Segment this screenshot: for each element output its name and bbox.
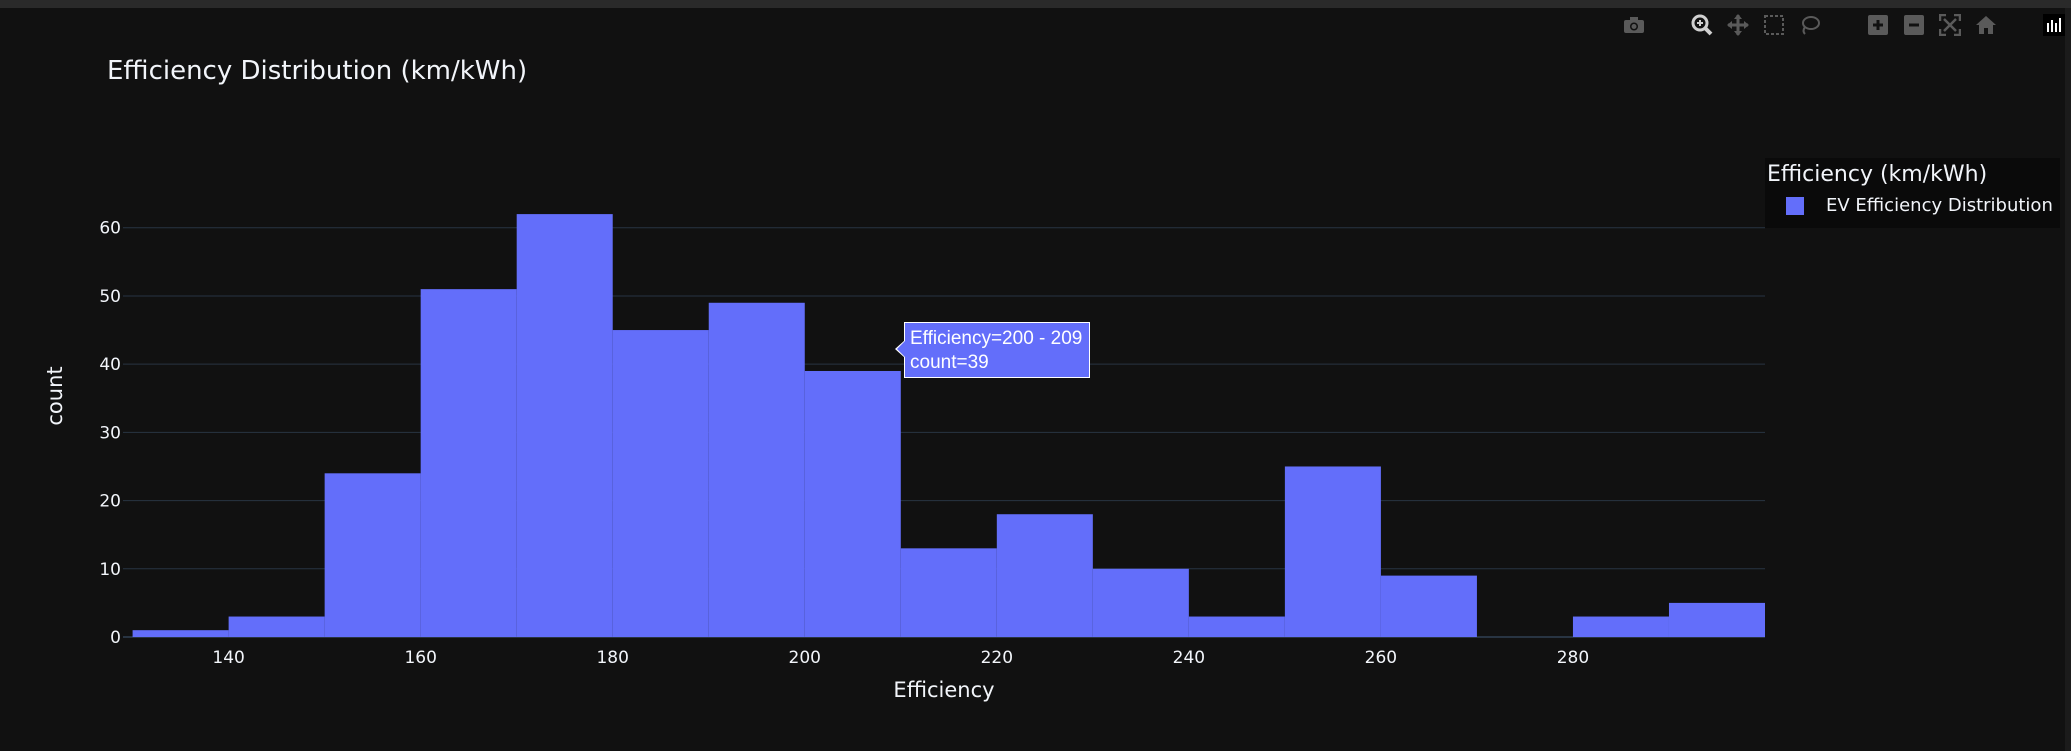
y-tick-label: 60 [99, 219, 121, 239]
y-axis-label: count [43, 366, 67, 425]
x-tick-label: 220 [981, 648, 1013, 668]
pan-icon[interactable] [1725, 12, 1751, 38]
modebar [1621, 12, 2067, 38]
histogram-bar[interactable] [804, 370, 901, 637]
x-tick-label: 140 [212, 648, 244, 668]
histogram-bar[interactable] [708, 302, 805, 637]
x-tick-label: 280 [1557, 648, 1589, 668]
x-tick-label: 260 [1365, 648, 1397, 668]
tooltip-line-range: Efficiency=200 - 209 [910, 328, 1083, 349]
histogram-bar[interactable] [1572, 616, 1669, 637]
plotly-logo-icon[interactable] [2041, 12, 2067, 38]
histogram-bar[interactable] [1668, 602, 1765, 637]
histogram-bar[interactable] [228, 616, 325, 637]
tooltip-line-count: count=39 [910, 352, 989, 373]
histogram-bar[interactable] [132, 630, 229, 637]
chart-title: Efficiency Distribution (km/kWh) [107, 56, 528, 86]
x-tick-label: 180 [596, 648, 628, 668]
histogram-bar[interactable] [420, 289, 517, 637]
x-tick-label: 240 [1173, 648, 1205, 668]
y-tick-label: 20 [99, 492, 121, 512]
histogram-bar[interactable] [1380, 575, 1477, 637]
autoscale-icon[interactable] [1937, 12, 1963, 38]
legend-item-label[interactable]: EV Efficiency Distribution [1826, 195, 2053, 216]
histogram-bar[interactable] [612, 330, 709, 637]
legend [1765, 158, 2060, 228]
y-tick-label: 0 [110, 628, 121, 648]
lasso-select-icon[interactable] [1797, 12, 1823, 38]
histogram-bar[interactable] [516, 214, 613, 637]
histogram-bar[interactable] [324, 473, 421, 637]
zoom-icon[interactable] [1689, 12, 1715, 38]
zoom-in-icon[interactable] [1865, 12, 1891, 38]
histogram-bar[interactable] [996, 514, 1093, 637]
histogram-bar[interactable] [1284, 466, 1381, 637]
x-tick-label: 160 [404, 648, 436, 668]
window-top-border [0, 0, 2071, 8]
x-tick-label: 200 [789, 648, 821, 668]
reset-axes-icon[interactable] [1973, 12, 1999, 38]
histogram-bar[interactable] [1188, 616, 1285, 637]
x-tick-labels: 140 160 180 200 220 240 260 280 [212, 648, 1589, 668]
hover-tooltip: Efficiency=200 - 209 count=39 [904, 322, 1090, 378]
zoom-out-icon[interactable] [1901, 12, 1927, 38]
box-select-icon[interactable] [1761, 12, 1787, 38]
camera-icon[interactable] [1621, 12, 1647, 38]
legend-title: Efficiency (km/kWh) [1767, 162, 1988, 187]
legend-swatch[interactable] [1786, 197, 1804, 215]
y-tick-labels: 0 10 20 30 40 50 60 [99, 219, 121, 648]
window-right-border [2065, 8, 2071, 751]
histogram-bar[interactable] [1092, 568, 1189, 637]
tooltip-pointer-fill [897, 341, 905, 357]
histogram-bar[interactable] [900, 548, 997, 637]
y-tick-label: 30 [99, 423, 121, 443]
y-tick-label: 50 [99, 287, 121, 307]
bars [132, 214, 1765, 637]
y-tick-label: 40 [99, 355, 121, 375]
y-tick-label: 10 [99, 560, 121, 580]
x-axis-label: Efficiency [893, 678, 994, 702]
